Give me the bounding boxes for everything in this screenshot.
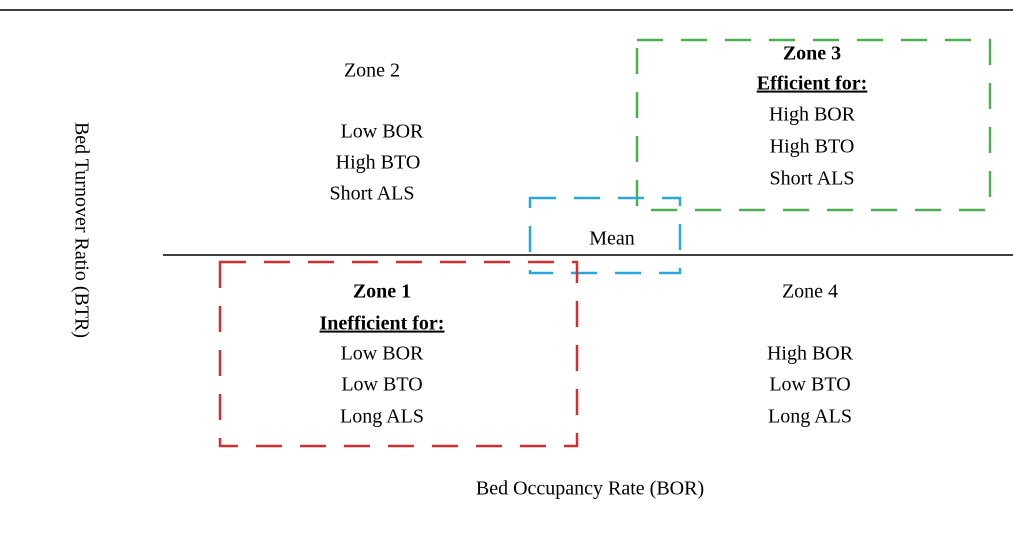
- zone-1-box: [218, 260, 579, 448]
- zone-title: Zone 4: [782, 281, 838, 303]
- zone-subtitle: Inefficient for:: [320, 313, 445, 335]
- zone-title: Zone 1: [353, 281, 411, 303]
- zone-line: Low BOR: [341, 343, 424, 365]
- zone-line: High BOR: [767, 343, 854, 365]
- mean-label: Mean: [589, 228, 635, 250]
- mean-box: [528, 196, 682, 275]
- zone-title: Zone 3: [783, 43, 841, 65]
- zone-line: Low BTO: [341, 374, 422, 396]
- zone-line: Long ALS: [768, 406, 852, 428]
- zone-line: High BTO: [770, 136, 855, 158]
- zone-line: High BTO: [336, 152, 421, 174]
- zone-line: High BOR: [769, 104, 856, 126]
- zone-line: Low BOR: [341, 121, 424, 143]
- zone-line: Short ALS: [769, 168, 854, 190]
- zone-3-box: [635, 38, 992, 212]
- y-axis-label: Bed Turnover Ratio (BTR): [70, 122, 92, 338]
- zone-line: Low BTO: [769, 374, 850, 396]
- zone-line: Long ALS: [340, 406, 424, 428]
- zone-subtitle: Efficient for:: [757, 73, 868, 95]
- zone-title: Zone 2: [344, 60, 400, 82]
- x-axis-label: Bed Occupancy Rate (BOR): [476, 478, 704, 500]
- zone-line: Short ALS: [329, 183, 414, 205]
